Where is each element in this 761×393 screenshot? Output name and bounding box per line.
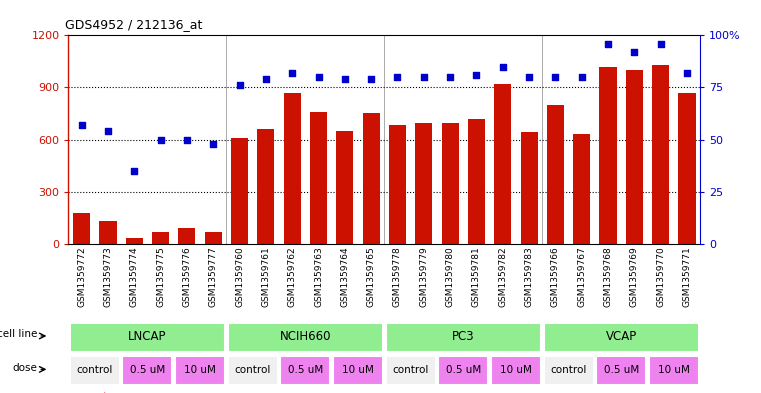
Text: LNCAP: LNCAP	[128, 331, 167, 343]
Bar	[543, 356, 594, 386]
Text: control: control	[234, 365, 271, 375]
Text: 10 uM: 10 uM	[342, 365, 374, 375]
Bar	[652, 65, 669, 244]
Text: GDS4952 / 212136_at: GDS4952 / 212136_at	[65, 18, 202, 31]
Text: 0.5 uM: 0.5 uM	[603, 365, 638, 375]
Point	[339, 76, 351, 82]
Point	[234, 82, 246, 88]
Text: PC3: PC3	[452, 331, 475, 343]
Bar	[70, 323, 225, 352]
Point	[444, 74, 456, 80]
Point	[365, 76, 377, 82]
Bar	[257, 129, 275, 244]
Text: 10 uM: 10 uM	[184, 365, 216, 375]
Bar	[386, 356, 435, 386]
Text: control: control	[393, 365, 428, 375]
Text: NCIH660: NCIH660	[279, 331, 331, 343]
Point	[549, 74, 562, 80]
Point	[602, 40, 614, 47]
Bar	[152, 231, 169, 244]
Text: control: control	[77, 365, 113, 375]
Bar	[126, 239, 143, 244]
Bar	[596, 356, 646, 386]
Bar	[280, 356, 330, 386]
Text: VCAP: VCAP	[606, 331, 637, 343]
Point	[286, 70, 298, 76]
Bar	[310, 112, 327, 244]
Bar	[649, 356, 699, 386]
Bar	[441, 123, 459, 244]
Text: 0.5 uM: 0.5 uM	[130, 365, 165, 375]
Bar	[416, 123, 432, 244]
Point	[575, 74, 587, 80]
Bar	[573, 134, 591, 244]
Text: 0.5 uM: 0.5 uM	[446, 365, 481, 375]
Bar	[205, 232, 221, 244]
Bar	[600, 66, 616, 244]
Point	[523, 74, 535, 80]
Point	[313, 74, 325, 80]
Point	[102, 128, 114, 134]
Bar	[543, 323, 699, 352]
Point	[207, 141, 219, 147]
Bar	[547, 105, 564, 244]
Bar	[228, 356, 278, 386]
Point	[154, 136, 167, 143]
Bar	[386, 323, 541, 352]
Text: 0.5 uM: 0.5 uM	[288, 365, 323, 375]
Bar	[521, 132, 537, 244]
Point	[497, 63, 509, 70]
Point	[629, 49, 641, 55]
Text: control: control	[550, 365, 587, 375]
Point	[128, 167, 140, 174]
Bar	[228, 323, 383, 352]
Point	[391, 74, 403, 80]
Bar	[70, 356, 119, 386]
Bar	[284, 93, 301, 244]
Point	[654, 40, 667, 47]
Bar	[389, 125, 406, 244]
Point	[470, 72, 482, 78]
Bar	[626, 70, 643, 244]
Point	[181, 136, 193, 143]
Bar	[175, 356, 225, 386]
Bar	[100, 221, 116, 244]
Bar	[123, 356, 173, 386]
Bar	[333, 356, 383, 386]
Bar	[494, 84, 511, 244]
Bar	[336, 131, 353, 244]
Point	[260, 76, 272, 82]
Point	[418, 74, 430, 80]
Bar	[678, 93, 696, 244]
Bar	[468, 119, 485, 244]
Text: 10 uM: 10 uM	[500, 365, 532, 375]
Bar	[178, 228, 196, 244]
Point	[681, 70, 693, 76]
Text: cell line: cell line	[0, 329, 38, 340]
Text: dose: dose	[13, 363, 38, 373]
Point	[75, 122, 88, 128]
Bar	[73, 213, 91, 244]
Bar	[362, 113, 380, 244]
Bar	[438, 356, 489, 386]
Text: 10 uM: 10 uM	[658, 365, 689, 375]
Bar	[231, 138, 248, 244]
Bar	[491, 356, 541, 386]
